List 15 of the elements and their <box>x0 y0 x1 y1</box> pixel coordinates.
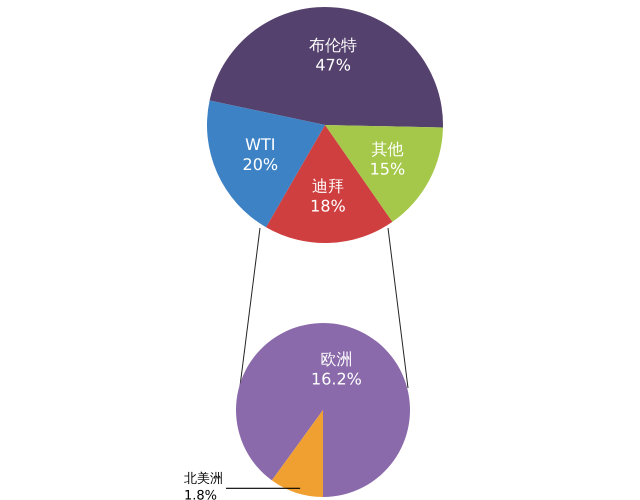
slice-label: 欧洲 <box>320 350 352 369</box>
data-label: 16.2% <box>311 370 362 389</box>
slice-label: 迪拜 <box>312 176 344 196</box>
slice-label: WTI <box>245 134 276 154</box>
pie-slice <box>210 7 443 128</box>
data-label: 47% <box>315 56 351 75</box>
slice-label: 其他 <box>371 139 404 158</box>
slice-label: 北美洲 <box>184 470 223 486</box>
data-label: 18% <box>310 196 346 216</box>
slice-label: 布伦特 <box>309 36 358 55</box>
data-label: 20% <box>242 154 278 174</box>
data-label: 1.8% <box>184 488 218 500</box>
data-label: 15% <box>370 159 406 178</box>
pie-slice <box>236 323 410 497</box>
pie-slice <box>272 410 323 497</box>
